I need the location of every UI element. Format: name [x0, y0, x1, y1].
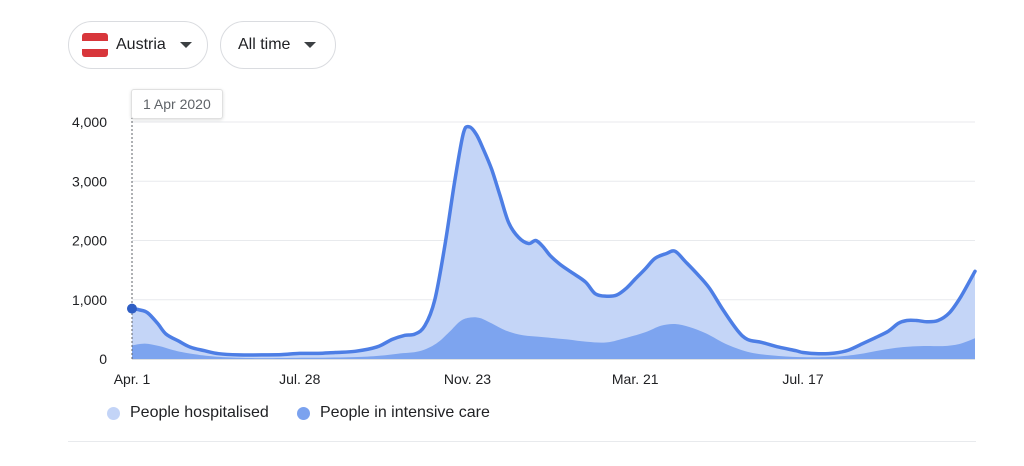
y-tick-label: 1,000 [72, 292, 107, 308]
time-range-dropdown[interactable]: All time [220, 21, 336, 69]
legend-label: People in intensive care [320, 404, 490, 421]
time-range-label: All time [238, 36, 291, 53]
legend-label: People hospitalised [130, 404, 269, 421]
region-label: Austria [116, 36, 166, 53]
x-tick-label: Apr. 1 [114, 371, 151, 387]
flag-stripe-middle [82, 41, 108, 49]
hover-marker [127, 303, 137, 314]
x-tick-label: Jul. 17 [782, 371, 823, 387]
y-tick-label: 2,000 [72, 233, 107, 249]
flag-stripe-bottom [82, 49, 108, 57]
legend-item-hospitalised[interactable]: People hospitalised [107, 404, 269, 422]
chevron-down-icon [179, 42, 192, 48]
y-tick-label: 0 [99, 351, 107, 367]
y-tick-label: 3,000 [72, 173, 107, 189]
chart-area[interactable]: 0 1,000 2,000 3,000 4,000 Apr. 1 Jul. 28 Nov. 2… [0, 0, 1024, 400]
series-area-hospitalised [132, 126, 975, 359]
divider [68, 441, 976, 442]
y-tick-label: 4,000 [72, 114, 107, 130]
x-tick-label: Jul. 28 [279, 371, 320, 387]
date-tooltip: 1 Apr 2020 [131, 89, 223, 119]
x-tick-label: Nov. 23 [444, 371, 491, 387]
series-area-intensive-care [132, 317, 975, 359]
series-line-hospitalised [130, 124, 977, 357]
legend-swatch-intensive-care [297, 406, 310, 420]
legend-item-intensive-care[interactable]: People in intensive care [297, 404, 490, 422]
flag-stripe-top [82, 33, 108, 41]
austria-flag-icon [82, 33, 108, 57]
legend-swatch-hospitalised [107, 406, 120, 420]
chevron-down-icon [304, 42, 317, 48]
region-dropdown[interactable]: Austria [68, 21, 208, 69]
x-tick-label: Mar. 21 [612, 371, 659, 387]
